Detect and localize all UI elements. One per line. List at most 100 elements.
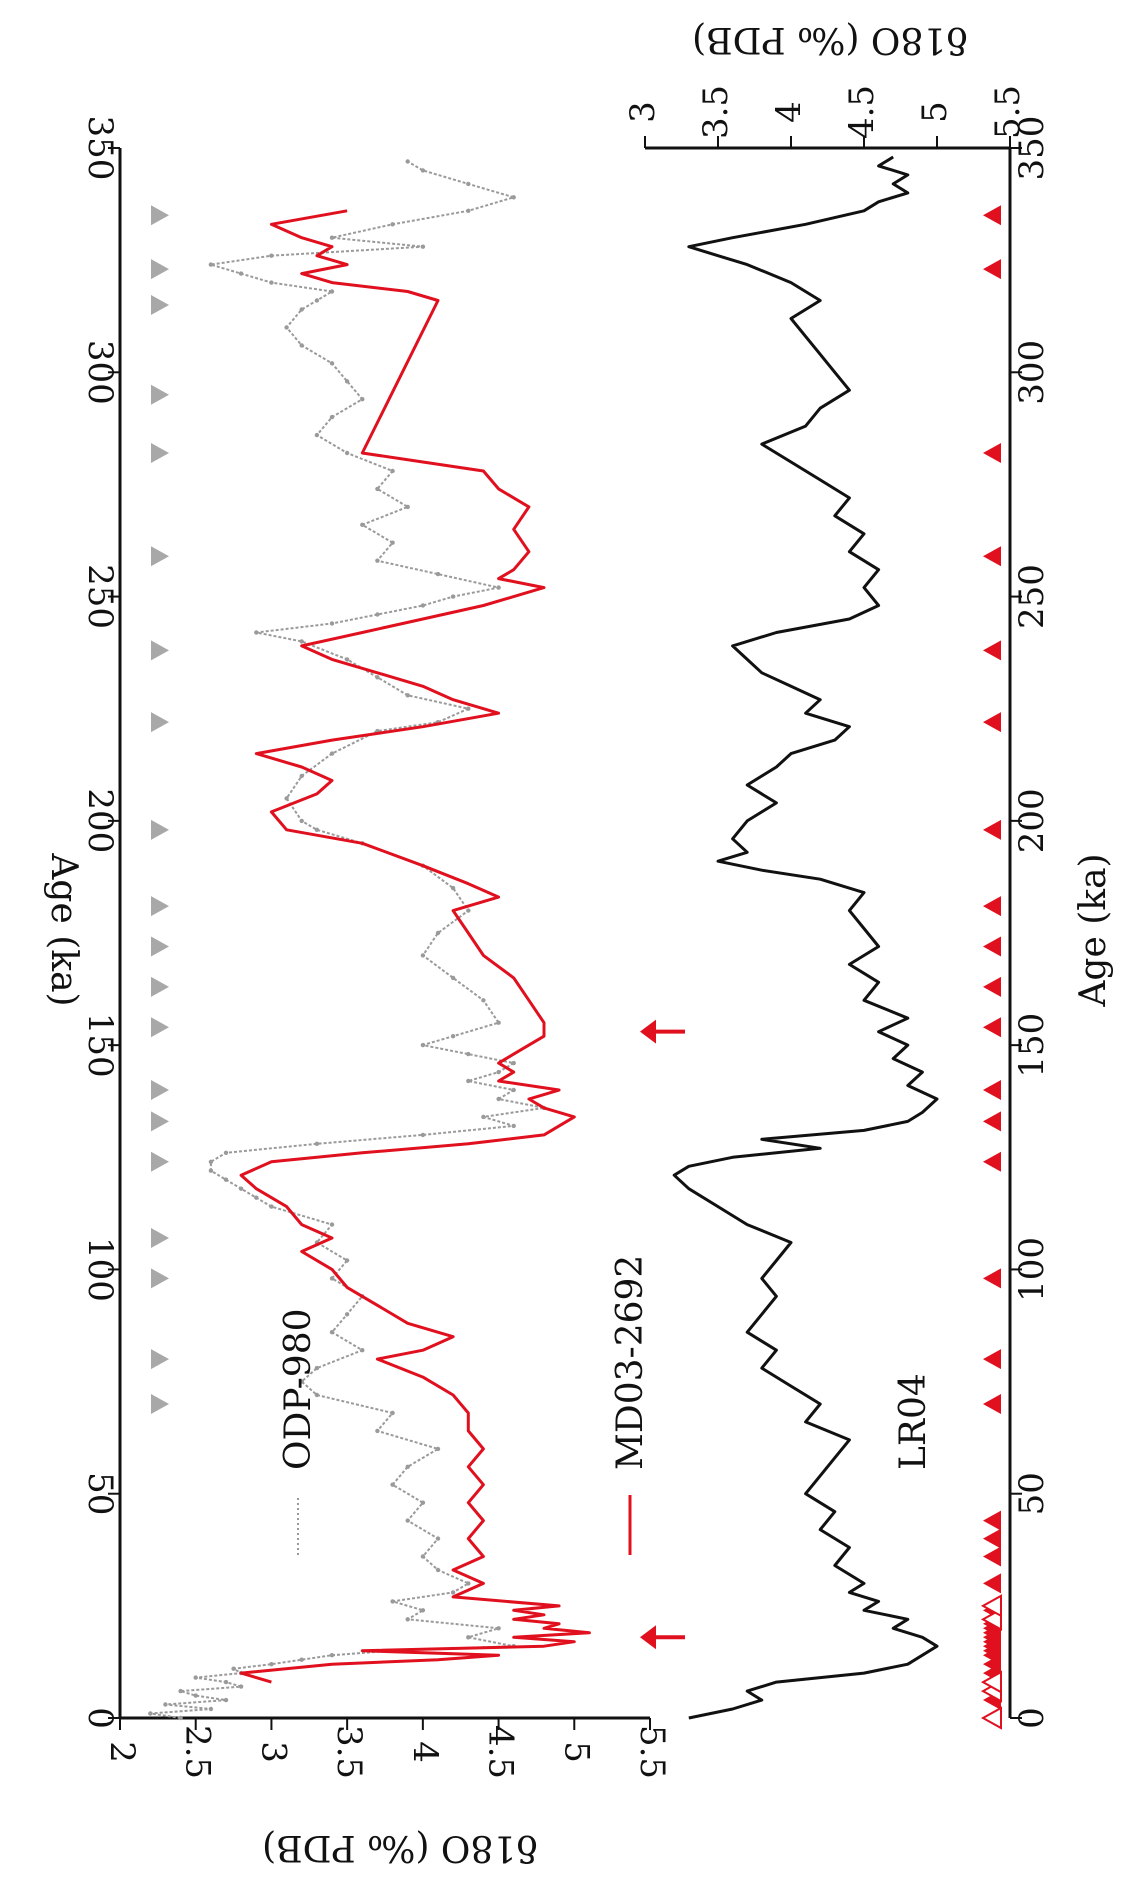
odp-980-data-point — [420, 603, 426, 608]
odp-980-data-point — [223, 1697, 229, 1703]
tie-point-gray-triangle — [151, 259, 169, 280]
odp-980-series-line — [149, 160, 545, 1719]
upper-y-tick-label: 4 — [405, 1741, 445, 1763]
upper-y-tick-label: 3 — [253, 1741, 293, 1763]
odp-980-data-point — [420, 953, 426, 958]
lower-y-tick-label: 4 — [769, 101, 809, 123]
tie-point-red-triangle — [983, 712, 1001, 733]
upper-x-axis-title: Age (ka) — [43, 852, 84, 1006]
odp-980-data-point — [375, 612, 380, 617]
odp-980-data-point — [344, 1312, 350, 1317]
odp-980-data-point — [390, 1410, 395, 1416]
tie-point-gray-triangle — [151, 976, 169, 997]
odp-980-data-point — [390, 222, 395, 227]
odp-980-data-point — [420, 1608, 426, 1613]
odp-980-data-point — [466, 1078, 471, 1084]
odp-980-data-point — [511, 1060, 516, 1066]
odp-980-data-point — [420, 1554, 426, 1559]
odp-980-data-point — [450, 975, 456, 981]
odp-980-data-point — [450, 885, 456, 891]
odp-980-data-point — [405, 159, 410, 164]
odp-980-data-point — [299, 818, 304, 824]
odp-980-data-point — [405, 504, 410, 510]
odp-980-data-point — [344, 657, 350, 662]
odp-980-data-point — [208, 1706, 214, 1712]
odp-980-data-point — [163, 1702, 168, 1707]
tie-point-red-triangle — [983, 819, 1001, 840]
tie-point-red-triangle — [983, 546, 1001, 567]
tie-point-gray-triangle — [151, 712, 169, 733]
odp-980-data-point — [329, 1276, 335, 1281]
upper-y-tick-label: 5 — [556, 1741, 596, 1763]
odp-980-data-point — [284, 796, 289, 801]
lower-y-axis-title: δ18O (‰ PDB) — [692, 19, 968, 60]
odp-980-data-point — [450, 1034, 456, 1039]
tie-point-gray-triangle — [151, 640, 169, 661]
upper-x-ticks: 0 50 100 150 200 250 300 350 — [80, 116, 120, 1729]
upper-x-tick-label: 150 — [80, 1013, 120, 1078]
md03-2692-series-line — [239, 209, 591, 1684]
lower-x-tick-label: 150 — [1012, 1013, 1052, 1078]
odp-980-data-point — [481, 1114, 486, 1120]
lower-x-tick-label: 250 — [1012, 564, 1052, 629]
red-arrow-marker — [640, 1019, 685, 1044]
odp-980-data-point — [405, 693, 410, 698]
tie-point-red-triangle — [983, 976, 1001, 997]
odp-980-data-point — [208, 1159, 214, 1165]
odp-980-data-point — [208, 1168, 214, 1173]
tie-point-red-triangle — [983, 1017, 1001, 1038]
lower-series-group — [672, 155, 939, 1720]
odp-980-data-point — [314, 1392, 320, 1398]
legend-lr04-label: LR04 — [893, 1373, 934, 1470]
tie-point-red-triangle — [983, 936, 1001, 957]
odp-980-data-point — [420, 1132, 426, 1138]
tie-point-red-triangle — [983, 1394, 1001, 1414]
tie-point-red-triangle — [983, 259, 1001, 280]
tie-point-red-triangle — [983, 1573, 1001, 1594]
odp-980-data-point — [466, 208, 471, 213]
upper-x-tick-label: 350 — [80, 116, 120, 181]
tie-point-gray-triangle — [151, 819, 169, 840]
tie-point-red-triangle — [983, 1111, 1001, 1132]
upper-panel: 0 50 100 150 200 250 300 350 2 2.5 3 3.5 4 4.5 5 5.5 A… — [43, 116, 685, 1868]
tie-point-red-triangle — [983, 205, 1001, 226]
odp-980-data-point — [466, 1581, 471, 1586]
tie-point-red-triangle — [983, 640, 1001, 661]
odp-980-data-point — [254, 1195, 259, 1200]
odp-980-data-point — [314, 1141, 320, 1147]
legend-odp-980-label: ODP-980 — [278, 1308, 319, 1470]
upper-y-tick-label: 5.5 — [632, 1725, 672, 1779]
tie-point-gray-triangle — [151, 1080, 169, 1100]
lower-x-tick-label: 100 — [1012, 1237, 1052, 1302]
lower-y-tick-label: 5.5 — [988, 85, 1028, 139]
odp-980-data-point — [329, 289, 335, 294]
lower-x-axis-title: Age (ka) — [1073, 853, 1114, 1007]
odp-980-data-point — [375, 558, 380, 563]
odp-980-data-point — [511, 195, 516, 200]
tie-point-gray-triangle — [151, 936, 169, 957]
lower-y-tick-label: 5 — [915, 101, 955, 123]
odp-980-data-point — [405, 1518, 410, 1523]
upper-y-tick-label: 3.5 — [329, 1725, 369, 1779]
upper-y-ticks: 2 2.5 3 3.5 4 4.5 5 5.5 — [102, 1718, 672, 1779]
odp-980-data-point — [466, 181, 471, 187]
upper-y-axis-title: δ18O (‰ PDB) — [262, 1827, 538, 1868]
odp-980-data-point — [375, 675, 380, 680]
odp-980-data-point — [314, 298, 320, 303]
upper-y-tick-label: 4.5 — [481, 1725, 521, 1779]
legend-md03-2692: MD03-2692 — [610, 1255, 651, 1555]
odp-980-data-point — [390, 1599, 395, 1604]
odp-980-data-point — [511, 1123, 516, 1129]
tie-point-red-triangle — [983, 1151, 1001, 1172]
tie-point-gray-triangle — [151, 1017, 169, 1038]
odp-980-data-point — [314, 827, 320, 832]
lower-x-tick-label: 350 — [1012, 116, 1052, 181]
odp-980-data-point — [360, 522, 365, 527]
odp-980-data-point — [329, 621, 335, 626]
odp-980-data-point — [193, 1693, 198, 1698]
odp-980-data-point — [466, 908, 471, 913]
odp-980-data-point — [238, 1684, 244, 1689]
odp-980-data-point — [344, 379, 350, 384]
odp-980-data-point — [466, 1051, 471, 1057]
